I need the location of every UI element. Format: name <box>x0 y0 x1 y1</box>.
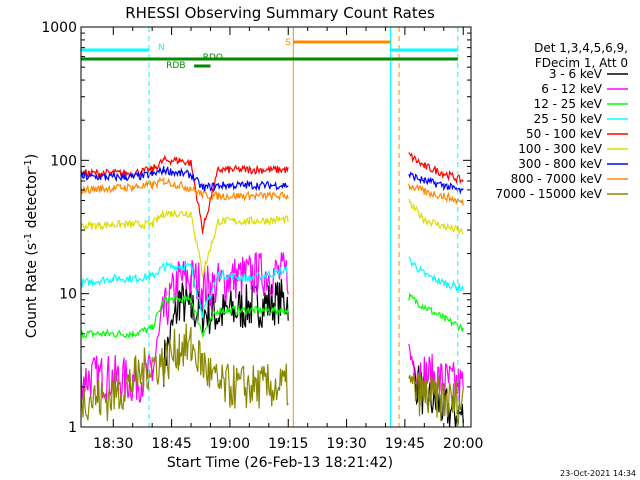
series-100-300-kev-line <box>80 208 289 277</box>
series-25-50-kev-line <box>408 256 464 293</box>
flag-bar-label: RDB <box>166 61 185 71</box>
y-label-part: Count Rate (s <box>24 243 40 338</box>
series-800-7000-kev-line <box>408 183 464 206</box>
series-12-25-kev-line <box>408 291 464 332</box>
flag-bar-label: S <box>285 38 291 48</box>
x-tick-label: 19:00 <box>210 436 250 452</box>
y-label-part: detector <box>24 169 40 233</box>
x-tick-label: 18:30 <box>93 436 133 452</box>
series-12-25-kev-line <box>80 293 289 340</box>
y-tick-label: 1000 <box>41 20 77 36</box>
y-tick-label: 1 <box>68 420 77 436</box>
series-7000-15000-kev-line <box>408 372 464 428</box>
y-label-part: ) <box>24 154 40 159</box>
series-300-800-kev-line <box>408 171 464 195</box>
x-tick-label: 19:45 <box>385 436 425 452</box>
series-800-7000-kev-line <box>80 176 289 202</box>
x-axis-label: Start Time (26-Feb-13 18:21:42) <box>167 455 393 471</box>
y-axis-label: Count Rate (s-1 detector-1) <box>23 154 40 338</box>
legend-entry-label: 6 - 12 keV <box>541 82 603 96</box>
flag-bar-label: RDO <box>203 53 223 63</box>
y-label-sup: -1 <box>23 159 34 169</box>
legend-entry-label: 100 - 300 keV <box>518 142 602 156</box>
chart-title: RHESSI Observing Summary Count Rates <box>125 4 435 22</box>
plot-frame <box>80 26 472 428</box>
x-tick-label: 19:30 <box>326 436 366 452</box>
legend-entry-label: 50 - 100 keV <box>526 127 603 141</box>
series-100-300-kev-line <box>408 198 464 236</box>
timestamp: 23-Oct-2021 14:34 <box>560 469 636 478</box>
legend: Det 1,3,4,5,6,9,FDecim 1, Att 03 - 6 keV… <box>495 41 628 201</box>
series-300-800-kev-line <box>80 165 289 192</box>
plot-area: N S RDO RDB <box>80 26 472 428</box>
legend-header: FDecim 1, Att 0 <box>535 56 628 70</box>
legend-entry-label: 25 - 50 keV <box>534 112 603 126</box>
series-7000-15000-kev-line <box>80 323 289 421</box>
legend-entry-label: 300 - 800 keV <box>518 157 602 171</box>
legend-entry-label: 7000 - 15000 keV <box>495 187 602 201</box>
legend-entry-label: 800 - 7000 keV <box>511 172 603 186</box>
x-tick-label: 20:00 <box>443 436 483 452</box>
y-label-sup: -1 <box>23 233 34 243</box>
x-tick-label: 19:15 <box>268 436 308 452</box>
series-50-100-kev-line <box>408 152 464 185</box>
y-axis: 1 10 100 1000 <box>41 20 471 436</box>
y-tick-label: 10 <box>59 287 77 303</box>
flag-bar-label: N <box>158 43 165 53</box>
legend-entry-label: 12 - 25 keV <box>534 97 603 111</box>
y-tick-label: 100 <box>50 153 77 169</box>
legend-header: Det 1,3,4,5,6,9, <box>534 41 628 55</box>
series-50-100-kev-line <box>80 154 289 234</box>
legend-entry-label: 3 - 6 keV <box>549 67 603 81</box>
series-25-50-kev-line <box>80 260 289 319</box>
x-axis: 18:30 18:45 19:00 19:15 19:30 19:45 20:00 <box>93 27 483 452</box>
x-tick-label: 18:45 <box>151 436 191 452</box>
